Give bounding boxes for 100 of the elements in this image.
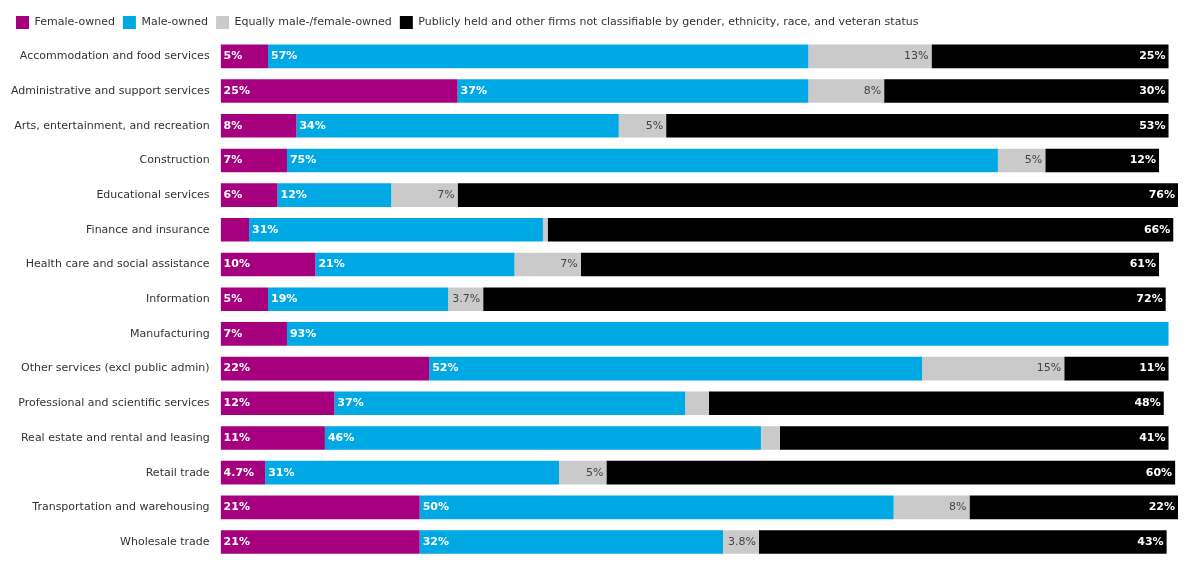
y-tick-label: Transportation and warehousing: [31, 500, 210, 514]
y-tick-label: Retail trade: [145, 465, 210, 479]
legend-label: Equally male-/female-owned: [234, 15, 392, 29]
bar: [429, 356, 923, 381]
bar: [286, 322, 1169, 346]
data-label: 76%: [1148, 187, 1175, 201]
data-label: 37%: [337, 396, 364, 410]
bar: [249, 218, 543, 242]
bar: [969, 495, 1178, 520]
y-tick-label: Finance and insurance: [86, 222, 210, 236]
bar: [220, 79, 458, 103]
bar: [483, 287, 1166, 311]
bar: [808, 79, 885, 103]
bar: [1064, 356, 1169, 381]
data-label: 7%: [560, 257, 578, 271]
data-label: 53%: [1139, 118, 1166, 132]
data-label: 75%: [289, 153, 317, 167]
bar: [220, 252, 316, 277]
bar: [315, 252, 515, 277]
data-label: 5%: [645, 118, 664, 132]
bar: [708, 391, 1164, 416]
y-tick-label: Other services (excl public admin): [21, 361, 210, 375]
data-label: 8%: [863, 83, 882, 97]
bar: [922, 356, 1065, 381]
data-label: 21%: [318, 257, 345, 271]
data-label: 12%: [1129, 153, 1157, 167]
data-label: 25%: [223, 83, 250, 97]
bar: [220, 183, 278, 207]
data-label: 5%: [223, 49, 243, 63]
bar: [220, 391, 335, 416]
bar: [685, 391, 709, 416]
data-label: 5%: [1024, 153, 1043, 167]
data-label: 12%: [223, 396, 250, 410]
data-label: 22%: [1148, 500, 1175, 514]
bar: [419, 530, 724, 554]
data-label: 43%: [1137, 534, 1164, 548]
bar: [268, 287, 449, 311]
data-label: 30%: [1139, 83, 1166, 97]
bar: [893, 495, 970, 520]
data-label: 3.8%: [728, 534, 757, 548]
data-label: 7%: [437, 187, 455, 201]
bar: [580, 252, 1160, 277]
data-label: 46%: [327, 430, 355, 444]
data-label: 11%: [223, 430, 250, 444]
bar: [542, 218, 548, 242]
data-label: 93%: [289, 326, 317, 340]
data-label: 72%: [1136, 292, 1163, 306]
y-tick-label: Administrative and support services: [10, 83, 210, 97]
bar: [419, 495, 894, 520]
bar: [220, 495, 420, 520]
data-label: 50%: [422, 500, 450, 514]
data-label: 4.7%: [223, 465, 255, 479]
bar: [220, 113, 297, 138]
bar: [334, 391, 686, 416]
y-tick-label: Wholesale trade: [120, 534, 210, 548]
bar: [514, 252, 581, 277]
data-label: 31%: [268, 465, 295, 479]
data-label: 60%: [1145, 465, 1173, 479]
data-label: 10%: [223, 257, 250, 271]
bar: [606, 460, 1176, 485]
data-label: 48%: [1134, 396, 1161, 410]
data-label: 5%: [585, 465, 604, 479]
data-label: 41%: [1139, 430, 1166, 444]
data-label: 31%: [252, 222, 279, 236]
y-tick-label: Accommodation and food services: [19, 49, 210, 63]
data-label: 37%: [460, 83, 487, 97]
y-tick-label: Information: [145, 292, 210, 306]
bar: [884, 79, 1169, 103]
bar: [457, 79, 809, 103]
bar: [220, 218, 250, 242]
data-label: 5%: [223, 292, 243, 306]
bar: [268, 44, 809, 69]
bar: [220, 530, 420, 554]
data-label: 66%: [1143, 222, 1171, 236]
bar: [759, 530, 1167, 554]
data-label: 15%: [1036, 361, 1062, 375]
data-label: 52%: [432, 361, 459, 375]
data-label: 7%: [223, 153, 243, 167]
bar: [277, 183, 392, 207]
bar: [931, 44, 1169, 69]
y-tick-label: Professional and scientific services: [18, 396, 210, 410]
bar: [220, 426, 325, 450]
y-tick-label: Arts, entertainment, and recreation: [14, 118, 210, 132]
y-tick-label: Manufacturing: [129, 326, 210, 340]
legend-label: Male-owned: [141, 15, 209, 29]
bar: [220, 356, 430, 381]
data-label: 13%: [904, 49, 929, 63]
data-label: 57%: [271, 49, 298, 63]
bar: [547, 218, 1174, 242]
bar: [391, 183, 458, 207]
data-label: 22%: [223, 361, 250, 375]
data-label: 25%: [1139, 49, 1166, 63]
bar: [779, 426, 1169, 450]
data-label: 8%: [949, 500, 967, 514]
bar: [296, 113, 619, 138]
bar: [808, 44, 932, 69]
bar: [220, 322, 287, 346]
data-label: 61%: [1129, 257, 1157, 271]
data-label: 21%: [223, 500, 250, 514]
data-label: 3.7%: [452, 292, 481, 306]
